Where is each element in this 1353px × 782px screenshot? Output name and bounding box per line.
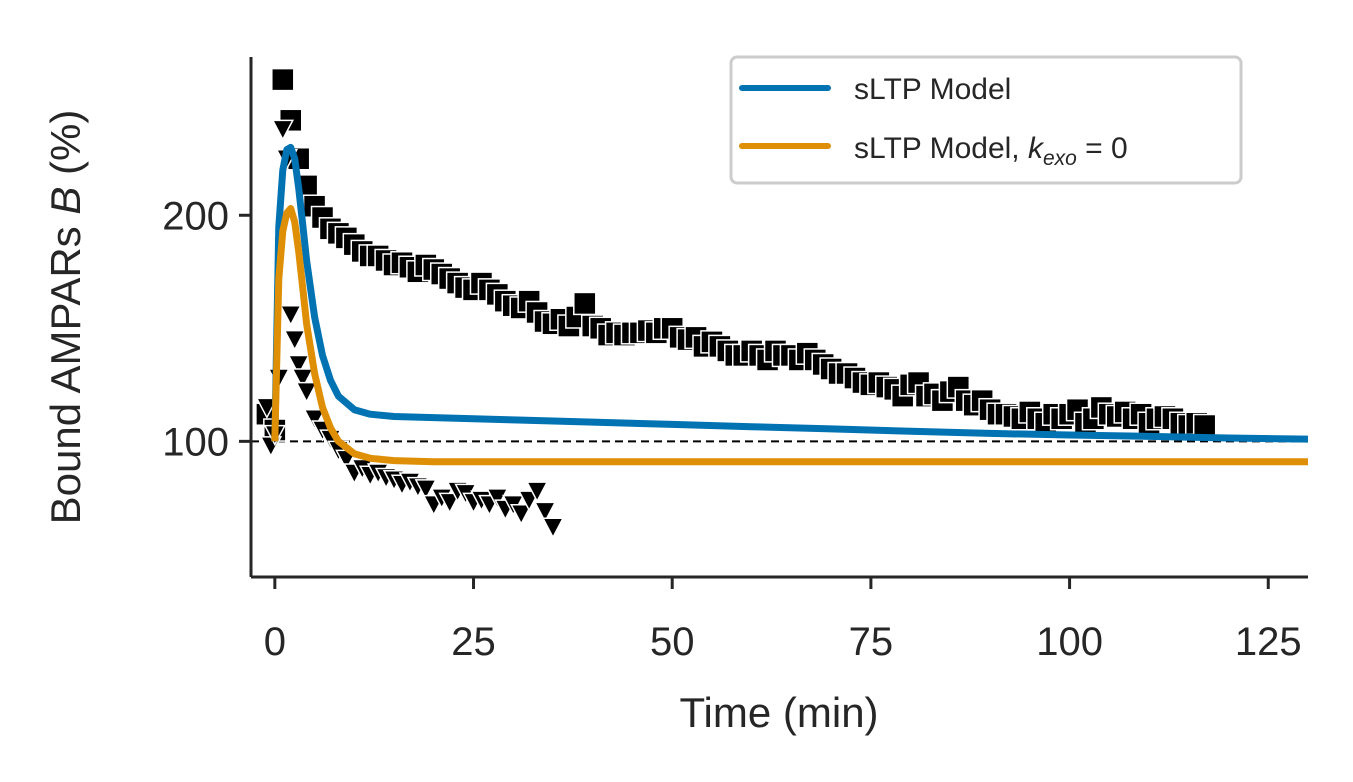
data-point-triangle — [255, 397, 279, 420]
series-line-sltp-model-kexo-zero — [271, 205, 1308, 466]
data-point-triangle — [525, 481, 549, 503]
data-point-square — [1192, 413, 1217, 438]
model-lines — [271, 143, 1309, 466]
data-point-triangle — [438, 492, 461, 515]
data-point-triangle — [287, 354, 310, 377]
axes: 0 25 50 75 100 125 100 200 — [162, 57, 1308, 664]
data-point-square — [573, 291, 597, 316]
y-axis-label-variable: B — [42, 187, 89, 215]
y-tick-label: 200 — [162, 194, 229, 238]
data-point-triangle — [303, 408, 326, 431]
scatter-series-squares — [255, 67, 1217, 442]
data-point-triangle — [283, 329, 306, 352]
legend-box — [729, 55, 1243, 185]
legend-label-subscript: exo — [1043, 147, 1077, 170]
data-point-square — [271, 67, 295, 92]
legend-label-sltp-model-kexo-zero: sLTP Model, kexo = 0 — [854, 132, 1128, 170]
legend-label-k: k — [1028, 132, 1045, 165]
x-tick-label: 125 — [1235, 620, 1302, 664]
legend-label-suffix: = 0 — [1077, 132, 1128, 165]
x-tick-label: 25 — [451, 620, 496, 664]
data-point-triangle — [414, 479, 438, 501]
data-point-triangle — [279, 304, 302, 327]
x-tick-label: 50 — [650, 620, 695, 664]
data-point-triangle — [541, 517, 565, 539]
y-axis-label-suffix: (%) — [42, 110, 89, 187]
legend-label-prefix: sLTP Model, — [854, 132, 1028, 165]
x-axis-label: Time (min) — [679, 689, 878, 736]
data-point-triangle — [271, 119, 295, 141]
legend: sLTP Model sLTP Model, kexo = 0 — [729, 55, 1243, 185]
data-point-triangle — [486, 488, 509, 510]
legend-label-sltp-model: sLTP Model — [854, 73, 1011, 106]
y-tick-label: 100 — [162, 420, 229, 464]
data-point-triangle — [509, 503, 533, 526]
x-tick-label: 100 — [1036, 620, 1103, 664]
x-tick-label: 0 — [264, 620, 286, 664]
y-axis-label-prefix: Bound AMPARs — [42, 215, 89, 525]
y-ticks: 100 200 — [162, 194, 251, 464]
x-tick-label: 75 — [849, 620, 894, 664]
data-point-triangle — [533, 501, 557, 524]
y-axis-label: Bound AMPARs B (%) — [42, 110, 89, 525]
plot-area — [251, 67, 1309, 539]
data-point-triangle — [291, 368, 314, 390]
series-line-sltp-model — [271, 143, 1309, 443]
data-point-triangle — [295, 381, 318, 404]
x-ticks: 0 25 50 75 100 125 — [264, 577, 1302, 664]
